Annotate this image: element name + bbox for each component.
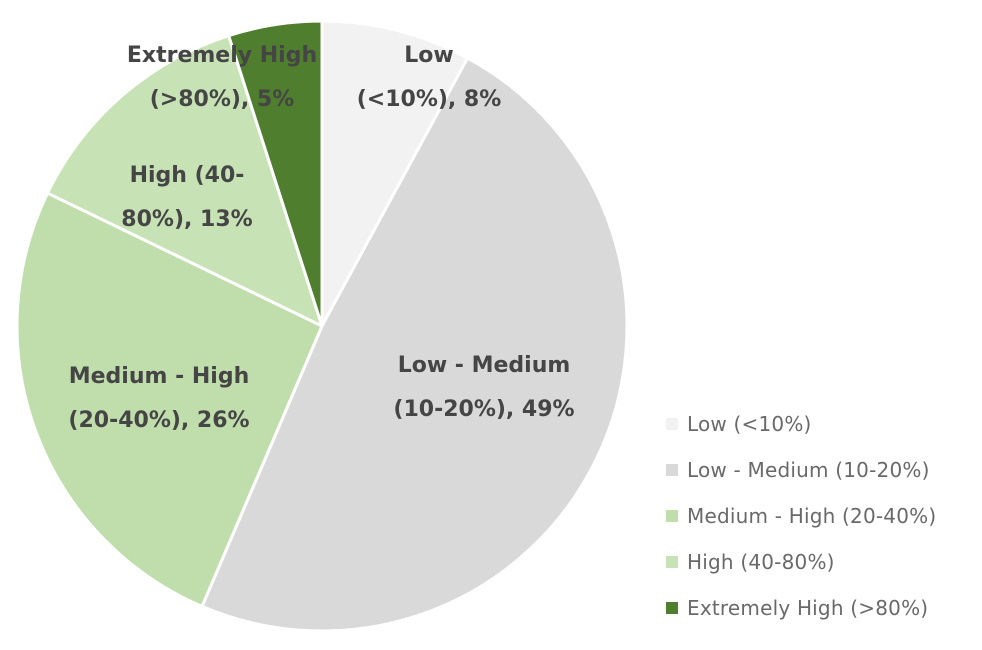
legend-swatch [666, 418, 678, 430]
slice-label-line: (20-40%), 26% [68, 408, 250, 433]
slice-label-low-medium: Low - Medium (10-20%), 49% [393, 344, 574, 432]
pie-slice-0 [320, 19, 470, 328]
legend-swatch [666, 602, 678, 614]
legend-swatch [666, 464, 678, 476]
legend-swatch [666, 556, 678, 568]
slice-label-line: Extremely High [126, 43, 318, 68]
slice-label-line: (>80%), 5% [149, 87, 295, 112]
slice-label-line: High (40- [129, 163, 245, 188]
legend-label: Extremely High (>80%) [687, 596, 929, 620]
slice-label-line: Low [404, 43, 454, 68]
legend-item-2: Medium - High (20-40%) [666, 493, 936, 539]
slice-label-extremely-high: Extremely High (>80%), 5% [127, 34, 317, 122]
legend-swatch [666, 510, 678, 522]
slice-label-line: (10-20%), 49% [393, 397, 575, 422]
legend-item-4: Extremely High (>80%) [666, 585, 936, 631]
slice-label-line: 80%), 13% [121, 207, 253, 232]
legend: Low (<10%) Low - Medium (10-20%) Medium - … [666, 401, 936, 631]
legend-label: Low - Medium (10-20%) [687, 458, 930, 482]
pie-slice-4 [227, 19, 324, 328]
slice-label-low: Low (<10%), 8% [357, 34, 502, 122]
legend-label: Medium - High (20-40%) [687, 504, 937, 528]
pie-slice-2 [15, 191, 324, 608]
legend-item-1: Low - Medium (10-20%) [666, 447, 936, 493]
pie-slice-1 [200, 56, 629, 633]
legend-label: High (40-80%) [687, 550, 835, 574]
legend-item-3: High (40-80%) [666, 539, 936, 585]
slice-label-medium-high: Medium - High (20-40%), 26% [68, 355, 249, 443]
slice-label-line: Medium - High [68, 364, 250, 389]
pie-slice-3 [45, 34, 324, 328]
slice-label-high: High (40- 80%), 13% [121, 154, 252, 242]
slice-label-line: Low - Medium [397, 353, 571, 378]
slice-label-line: (<10%), 8% [356, 87, 502, 112]
legend-label: Low (<10%) [687, 412, 812, 436]
legend-item-0: Low (<10%) [666, 401, 936, 447]
